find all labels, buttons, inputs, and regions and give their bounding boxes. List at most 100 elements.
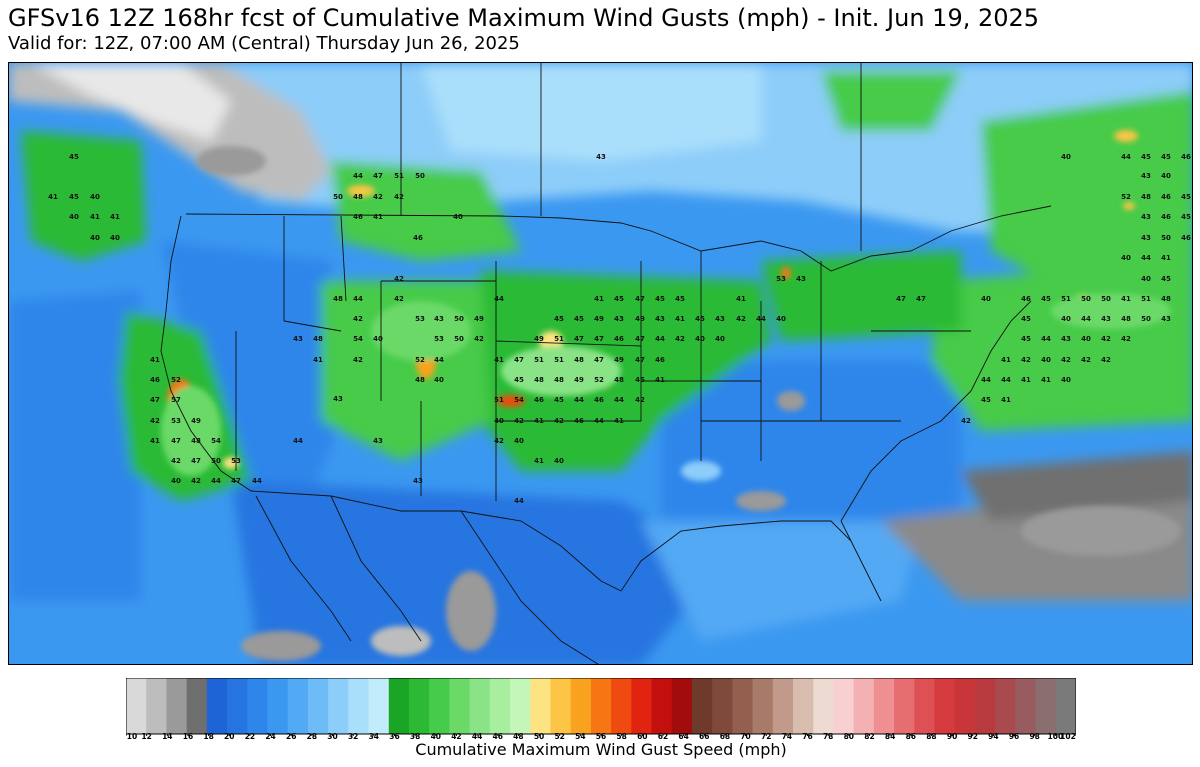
gust-value-label: 46	[594, 396, 604, 404]
colorbar-tick-label: 42	[451, 732, 461, 740]
gust-value-label: 44	[981, 376, 991, 384]
colorbar-tick-label: 12	[141, 732, 151, 740]
gust-value-label: 45	[1141, 153, 1151, 161]
gust-value-label: 42	[191, 477, 201, 485]
colorbar-tick-label: 30	[327, 732, 337, 740]
forecast-map: 45 41 45 40 40 41 41 40 40 44 47 51 50 50 48 42 42 46 41 46…	[8, 62, 1193, 665]
colorbar-tick-label: 26	[286, 732, 296, 740]
gust-value-label: 46	[150, 376, 160, 384]
colorbar-tick-label: 58	[616, 732, 626, 740]
colorbar-swatch	[914, 678, 936, 734]
gust-value-label: 45	[554, 315, 564, 323]
gust-value-label: 41	[373, 213, 383, 221]
colorbar-swatch	[590, 678, 612, 734]
gust-value-label: 43	[413, 477, 423, 485]
gust-value-label: 50	[1161, 234, 1171, 242]
colorbar-swatch	[772, 678, 794, 734]
gust-value-label: 44	[655, 335, 665, 343]
colorbar-swatch	[712, 678, 733, 734]
colorbar-swatch	[368, 678, 390, 734]
gust-value-label: 40	[69, 213, 79, 221]
gust-value-label: 43	[1141, 234, 1151, 242]
gust-value-label: 40	[373, 335, 383, 343]
colorbar-tick-label: 48	[513, 732, 523, 740]
gust-value-label: 45	[554, 396, 564, 404]
gust-value-label: 42	[1021, 356, 1031, 364]
colorbar-swatch	[469, 678, 491, 734]
gust-value-label: 49	[594, 315, 604, 323]
colorbar-tick-label: 70	[740, 732, 750, 740]
colorbar-swatch	[530, 678, 551, 734]
gust-value-label: 44	[514, 497, 524, 505]
colorbar-swatches	[126, 678, 1076, 734]
gust-value-label: 48	[1121, 315, 1131, 323]
colorbar-swatch	[873, 678, 895, 734]
colorbar-swatch	[934, 678, 956, 734]
gust-value-label: 41	[736, 295, 746, 303]
gust-value-label: 46	[1161, 213, 1171, 221]
colorbar-tick-label: 56	[596, 732, 606, 740]
gust-value-label: 42	[474, 335, 484, 343]
colorbar-tick-label: 54	[575, 732, 585, 740]
colorbar-tick-label: 46	[493, 732, 503, 740]
gust-value-label: 41	[614, 417, 624, 425]
colorbar-swatch	[307, 678, 329, 734]
gust-value-label: 40	[1121, 254, 1131, 262]
gust-value-label: 48	[1161, 295, 1171, 303]
gust-value-label: 45	[614, 295, 624, 303]
gust-value-label: 51	[554, 356, 564, 364]
gust-value-label: 42	[1061, 356, 1071, 364]
gust-value-label: 51	[394, 172, 404, 180]
colorbar-swatch	[995, 678, 1016, 734]
gust-value-label: 43	[796, 275, 806, 283]
gust-value-label: 40	[1081, 335, 1091, 343]
gust-value-label: 48	[415, 376, 425, 384]
gust-value-label: 41	[313, 356, 323, 364]
gust-value-label: 50	[454, 315, 464, 323]
colorbar-swatch	[894, 678, 915, 734]
gust-value-label: 47	[635, 295, 645, 303]
gust-value-label: 54	[211, 437, 221, 445]
gust-value-label: 40	[1061, 315, 1071, 323]
colorbar-tick-label: 66	[699, 732, 709, 740]
gust-value-label: 46	[614, 335, 624, 343]
gust-value-label: 48	[534, 376, 544, 384]
gust-field	[9, 63, 1192, 664]
colorbar-swatch	[449, 678, 471, 734]
colorbar-tick-label: 68	[720, 732, 730, 740]
gust-value-label: 43	[1161, 315, 1171, 323]
colorbar-swatch	[146, 678, 167, 734]
gust-value-label: 46	[413, 234, 423, 242]
page-title: GFSv16 12Z 168hr fcst of Cumulative Maxi…	[8, 4, 1040, 32]
gust-value-label: 50	[1141, 315, 1151, 323]
colorbar-swatch	[974, 678, 996, 734]
colorbar-tick-label: 14	[162, 732, 172, 740]
gust-value-label: 45	[675, 295, 685, 303]
colorbar-tick-label: 20	[224, 732, 234, 740]
gust-value-label: 41	[48, 193, 58, 201]
gust-value-label: 48	[614, 376, 624, 384]
colorbar-swatch	[166, 678, 188, 734]
colorbar-tick-label: 52	[554, 732, 564, 740]
colorbar-tick-label: 102	[1060, 732, 1076, 740]
gust-value-label: 49	[474, 315, 484, 323]
gust-value-label: 41	[90, 213, 100, 221]
gust-value-label: 47	[373, 172, 383, 180]
colorbar-tick-label: 18	[203, 732, 213, 740]
gust-value-label: 45	[1161, 275, 1171, 283]
gust-value-label: 42	[353, 315, 363, 323]
gust-value-label: 49	[635, 315, 645, 323]
gust-value-label: 44	[494, 295, 504, 303]
gust-value-label: 40	[494, 417, 504, 425]
gust-value-label: 53	[776, 275, 786, 283]
colorbar-tick-label: 84	[885, 732, 895, 740]
colorbar-swatch	[631, 678, 653, 734]
gust-value-label: 51	[554, 335, 564, 343]
gust-value-label: 42	[373, 193, 383, 201]
gust-value-label: 43	[293, 335, 303, 343]
gust-value-label: 41	[150, 437, 160, 445]
colorbar-tick-label: 76	[802, 732, 812, 740]
gust-value-label: 44	[614, 396, 624, 404]
gust-value-label: 46	[534, 396, 544, 404]
gust-value-label: 43	[655, 315, 665, 323]
